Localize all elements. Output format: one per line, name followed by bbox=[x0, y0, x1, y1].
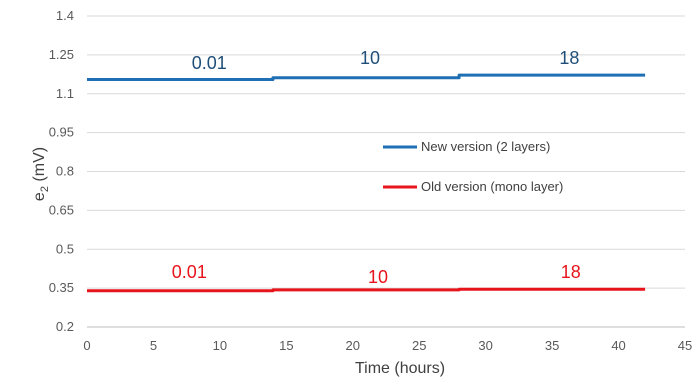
series-line-1 bbox=[87, 287, 646, 293]
y-tick-labels: 0.2 0.35 0.5 0.65 0.8 0.95 1.1 1.25 1.4 bbox=[49, 8, 74, 334]
data-annotation: 10 bbox=[360, 48, 380, 68]
y-tick-label: 0.2 bbox=[56, 319, 74, 334]
y-axis-title-rest: (mV) bbox=[31, 147, 48, 186]
y-tick-label: 1.25 bbox=[49, 47, 74, 62]
x-tick-label: 0 bbox=[83, 338, 90, 353]
x-tick-label: 25 bbox=[412, 338, 426, 353]
data-annotation: 0.01 bbox=[172, 262, 207, 282]
x-tick-label: 35 bbox=[545, 338, 559, 353]
x-tick-label: 10 bbox=[213, 338, 227, 353]
annotations: 0.01 10 18 0.01 10 18 bbox=[172, 48, 581, 287]
series-lines bbox=[87, 73, 646, 293]
x-tick-label: 20 bbox=[346, 338, 360, 353]
gridlines bbox=[87, 15, 685, 328]
y-axis-title-base: e bbox=[31, 192, 48, 201]
y-axis-title: e2 (mV) bbox=[31, 147, 51, 201]
y-tick-label: 0.95 bbox=[49, 125, 74, 140]
series-line-0 bbox=[87, 73, 646, 81]
x-tick-label: 45 bbox=[678, 338, 692, 353]
x-tick-label: 30 bbox=[478, 338, 492, 353]
y-tick-label: 0.8 bbox=[56, 164, 74, 179]
x-tick-label: 40 bbox=[611, 338, 625, 353]
data-annotation: 18 bbox=[559, 48, 579, 68]
y-axis-title-subscript: 2 bbox=[39, 186, 51, 192]
y-tick-label: 1.1 bbox=[56, 86, 74, 101]
x-tick-label: 15 bbox=[279, 338, 293, 353]
x-axis-title: Time (hours) bbox=[355, 360, 445, 377]
y-tick-label: 0.35 bbox=[49, 280, 74, 295]
y-tick-label: 0.5 bbox=[56, 241, 74, 256]
legend: New version (2 layers) Old version (mono… bbox=[383, 139, 563, 194]
data-annotation: 18 bbox=[561, 262, 581, 282]
y-tick-label: 1.4 bbox=[56, 8, 74, 23]
data-annotation: 0.01 bbox=[192, 53, 227, 73]
x-tick-labels: 0 5 10 15 20 25 30 35 40 45 bbox=[83, 338, 692, 353]
legend-label-old-version: Old version (mono layer) bbox=[421, 179, 563, 194]
data-annotation: 10 bbox=[368, 267, 388, 287]
x-tick-label: 5 bbox=[150, 338, 157, 353]
y-tick-label: 0.65 bbox=[49, 202, 74, 217]
legend-label-new-version: New version (2 layers) bbox=[421, 139, 550, 154]
